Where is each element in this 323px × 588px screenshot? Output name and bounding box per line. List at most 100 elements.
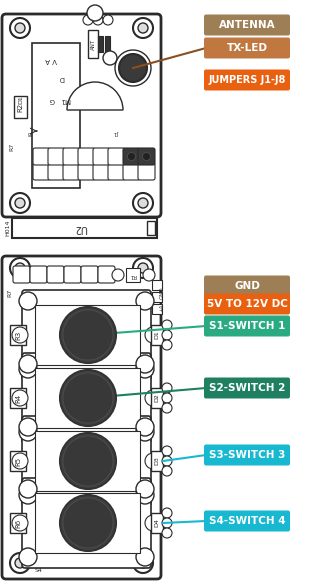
Text: M1: M1 xyxy=(60,97,70,103)
Circle shape xyxy=(19,355,37,373)
Circle shape xyxy=(119,54,147,82)
Text: D4: D4 xyxy=(154,519,160,527)
Text: ANT: ANT xyxy=(90,38,96,49)
Text: +A: +A xyxy=(160,304,164,312)
Circle shape xyxy=(138,558,148,568)
Text: S3: S3 xyxy=(35,506,43,512)
Circle shape xyxy=(19,423,37,441)
FancyBboxPatch shape xyxy=(93,148,110,165)
FancyBboxPatch shape xyxy=(63,148,80,165)
FancyBboxPatch shape xyxy=(204,377,290,399)
Bar xyxy=(10,325,26,345)
FancyBboxPatch shape xyxy=(204,69,290,91)
FancyBboxPatch shape xyxy=(138,148,155,165)
Circle shape xyxy=(162,446,172,456)
Circle shape xyxy=(60,433,116,489)
Text: S1-SWITCH 1: S1-SWITCH 1 xyxy=(209,321,285,331)
Circle shape xyxy=(136,360,154,378)
Text: GND: GND xyxy=(234,281,260,291)
Bar xyxy=(35,493,140,553)
Circle shape xyxy=(162,466,172,476)
Circle shape xyxy=(133,18,153,38)
Text: R7: R7 xyxy=(9,143,15,151)
Text: R6: R6 xyxy=(15,519,21,527)
FancyBboxPatch shape xyxy=(123,163,140,180)
Circle shape xyxy=(145,515,161,531)
Bar xyxy=(14,96,27,118)
Circle shape xyxy=(136,423,154,441)
FancyBboxPatch shape xyxy=(48,148,65,165)
Circle shape xyxy=(83,15,93,25)
Circle shape xyxy=(19,360,37,378)
Circle shape xyxy=(136,418,154,436)
Circle shape xyxy=(138,198,148,208)
Bar xyxy=(10,451,26,471)
Circle shape xyxy=(87,5,103,21)
Circle shape xyxy=(162,518,172,528)
Circle shape xyxy=(136,292,154,310)
FancyBboxPatch shape xyxy=(22,353,151,443)
FancyBboxPatch shape xyxy=(204,316,290,336)
Bar xyxy=(35,368,140,428)
Wedge shape xyxy=(67,82,123,110)
Text: R5: R5 xyxy=(15,456,21,466)
FancyBboxPatch shape xyxy=(22,290,151,380)
Bar xyxy=(10,513,26,533)
Text: S2: S2 xyxy=(35,443,43,449)
Circle shape xyxy=(136,548,154,566)
FancyBboxPatch shape xyxy=(204,276,290,296)
Circle shape xyxy=(133,553,153,573)
Text: A: A xyxy=(46,57,50,63)
FancyBboxPatch shape xyxy=(22,478,151,568)
Circle shape xyxy=(162,330,172,340)
Text: J8: J8 xyxy=(28,129,34,135)
Circle shape xyxy=(10,553,30,573)
Text: S4: S4 xyxy=(35,569,43,573)
FancyBboxPatch shape xyxy=(78,163,95,180)
Circle shape xyxy=(162,528,172,538)
FancyBboxPatch shape xyxy=(98,266,115,283)
Text: D: D xyxy=(59,75,65,81)
Circle shape xyxy=(63,373,113,423)
FancyBboxPatch shape xyxy=(204,293,290,315)
Circle shape xyxy=(162,393,172,403)
Circle shape xyxy=(162,403,172,413)
FancyBboxPatch shape xyxy=(108,148,125,165)
Text: J1: J1 xyxy=(114,129,120,135)
Text: H014: H014 xyxy=(5,220,11,236)
Bar xyxy=(98,36,103,52)
Bar xyxy=(88,30,98,58)
Text: S3-SWITCH 3: S3-SWITCH 3 xyxy=(209,450,285,460)
Circle shape xyxy=(145,390,161,406)
Text: S4-SWITCH 4: S4-SWITCH 4 xyxy=(209,516,285,526)
Circle shape xyxy=(19,486,37,504)
Bar xyxy=(35,431,140,491)
Circle shape xyxy=(162,320,172,330)
Text: D3: D3 xyxy=(154,456,160,466)
Text: G: G xyxy=(49,97,55,103)
Text: ANTENNA: ANTENNA xyxy=(219,20,275,30)
Circle shape xyxy=(12,515,28,531)
Text: R4: R4 xyxy=(15,393,21,403)
Text: S1: S1 xyxy=(35,380,43,386)
Bar xyxy=(151,513,163,533)
Text: V: V xyxy=(53,57,57,63)
Bar xyxy=(151,451,163,471)
Bar xyxy=(35,305,140,365)
Bar xyxy=(151,325,163,345)
Circle shape xyxy=(162,383,172,393)
Circle shape xyxy=(15,558,25,568)
Circle shape xyxy=(103,15,113,25)
Circle shape xyxy=(10,258,30,278)
FancyBboxPatch shape xyxy=(78,148,95,165)
FancyBboxPatch shape xyxy=(33,163,50,180)
Circle shape xyxy=(10,18,30,38)
Text: TX-LED: TX-LED xyxy=(226,43,267,53)
FancyBboxPatch shape xyxy=(93,163,110,180)
Circle shape xyxy=(15,23,25,33)
Text: R3: R3 xyxy=(15,330,21,340)
Circle shape xyxy=(63,310,113,360)
Text: 5V TO 12V DC: 5V TO 12V DC xyxy=(207,299,287,309)
Circle shape xyxy=(15,198,25,208)
Bar xyxy=(152,304,162,314)
